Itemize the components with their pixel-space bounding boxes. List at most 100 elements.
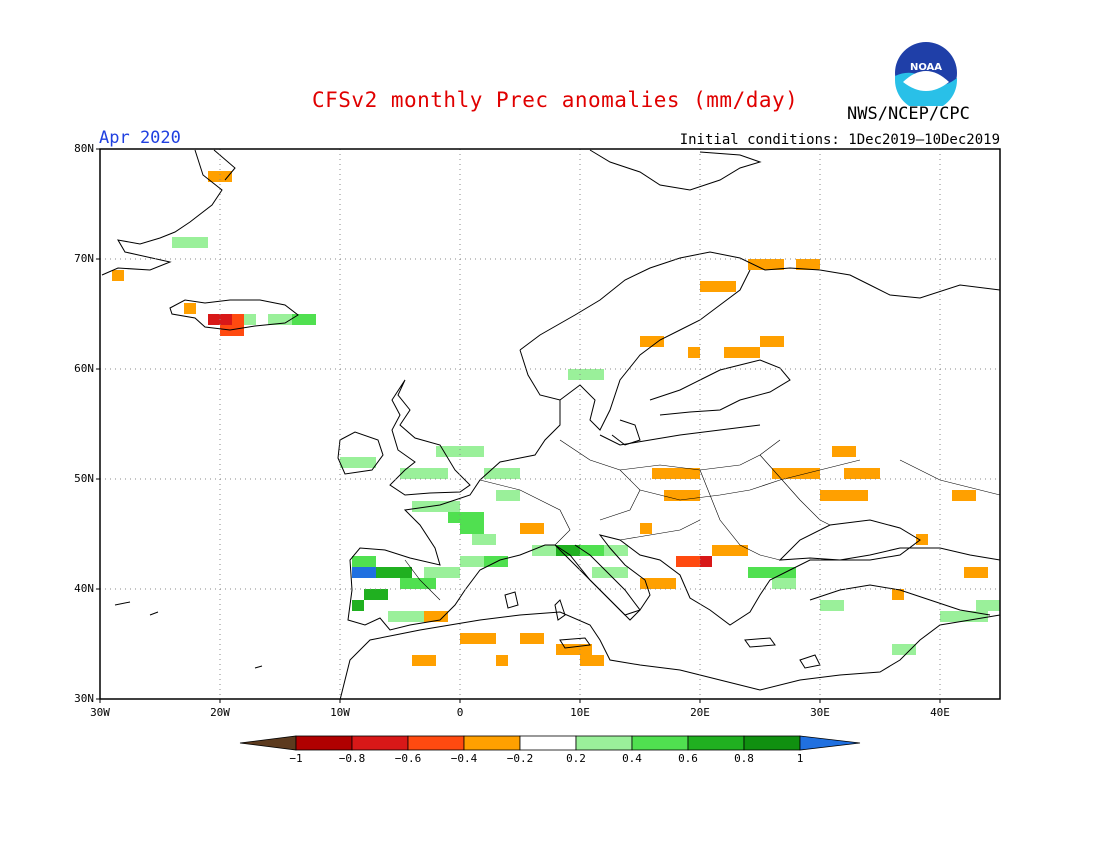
anomaly-cell xyxy=(844,490,856,501)
colorbar xyxy=(239,735,861,751)
anomaly-cell xyxy=(400,468,412,479)
anomaly-cell xyxy=(784,567,796,578)
anomaly-cell xyxy=(724,347,736,358)
anomaly-cell xyxy=(220,171,232,182)
lat-label: 50N xyxy=(74,472,94,485)
chart-title: CFSv2 monthly Prec anomalies (mm/day) xyxy=(312,88,799,112)
anomaly-cell xyxy=(952,611,964,622)
anomaly-cell xyxy=(472,446,484,457)
logo-text: NOAA xyxy=(910,62,942,73)
anomaly-cell xyxy=(580,644,592,655)
anomaly-cell xyxy=(844,468,856,479)
colorbar-segment xyxy=(295,735,353,751)
lat-label: 60N xyxy=(74,362,94,375)
anomaly-cell xyxy=(232,314,244,325)
noaa-logo: NOAA xyxy=(893,40,959,111)
anomaly-cell xyxy=(592,545,604,556)
anomaly-cell xyxy=(544,545,556,556)
anomaly-cell xyxy=(364,556,376,567)
anomaly-cell xyxy=(376,589,388,600)
anomaly-cell xyxy=(832,600,844,611)
initial-conditions: Initial conditions: 1Dec2019—10Dec2019 xyxy=(679,132,1000,148)
anomaly-cell xyxy=(556,545,568,556)
anomaly-cell xyxy=(508,468,520,479)
anomaly-cell xyxy=(952,490,964,501)
anomaly-cell xyxy=(616,545,628,556)
coastlines xyxy=(101,149,1001,701)
anomaly-cell xyxy=(496,468,508,479)
anomaly-cell xyxy=(892,644,904,655)
lat-label: 80N xyxy=(74,142,94,155)
anomaly-cell xyxy=(388,611,400,622)
anomaly-cell xyxy=(496,655,508,666)
anomaly-cell xyxy=(592,567,604,578)
anomaly-cell xyxy=(976,567,988,578)
anomaly-cell xyxy=(424,567,436,578)
anomaly-cell xyxy=(400,567,412,578)
colorbar-segment xyxy=(351,735,409,751)
anomaly-cell xyxy=(856,490,868,501)
colorbar-segment xyxy=(463,735,521,751)
anomaly-cell xyxy=(916,534,928,545)
map-frame xyxy=(99,148,1001,700)
anomaly-cell xyxy=(436,468,448,479)
anomaly-cell xyxy=(352,457,364,468)
anomaly-cell xyxy=(460,446,472,457)
anomaly-cell xyxy=(616,567,628,578)
lon-label: 10W xyxy=(330,706,350,719)
anomaly-cell xyxy=(268,314,280,325)
anomaly-cell xyxy=(448,567,460,578)
anomaly-cell xyxy=(772,259,784,270)
lon-label: 30W xyxy=(90,706,110,719)
anomaly-cell xyxy=(736,347,748,358)
lon-label: 30E xyxy=(810,706,830,719)
anomaly-cell xyxy=(892,589,904,600)
anomaly-cell xyxy=(580,545,592,556)
lat-label: 40N xyxy=(74,582,94,595)
anomaly-cell xyxy=(772,336,784,347)
anomaly-cell xyxy=(208,171,220,182)
anomaly-cell xyxy=(784,468,796,479)
anomaly-cell xyxy=(832,490,844,501)
anomaly-cell xyxy=(364,567,376,578)
colorbar-label: 0.2 xyxy=(566,752,586,765)
anomaly-cell xyxy=(412,655,424,666)
anomaly-cell xyxy=(532,545,544,556)
anomaly-cell xyxy=(424,655,436,666)
lon-label: 10E xyxy=(570,706,590,719)
anomaly-cell xyxy=(568,644,580,655)
anomaly-cell xyxy=(412,611,424,622)
anomaly-cell xyxy=(436,567,448,578)
anomaly-cell xyxy=(400,578,412,589)
anomaly-cell xyxy=(844,446,856,457)
anomaly-cell xyxy=(808,468,820,479)
anomaly-cell xyxy=(580,369,592,380)
anomaly-cell xyxy=(712,281,724,292)
anomaly-cell xyxy=(340,457,352,468)
anomaly-cell xyxy=(472,556,484,567)
anomaly-cell xyxy=(112,270,124,281)
anomaly-cell xyxy=(472,512,484,523)
anomaly-cell xyxy=(664,468,676,479)
anomaly-cell xyxy=(676,468,688,479)
anomaly-cell xyxy=(700,281,712,292)
anomaly-cell xyxy=(568,545,580,556)
anomaly-cell xyxy=(232,325,244,336)
anomaly-cell xyxy=(460,512,472,523)
anomaly-cell xyxy=(208,314,220,325)
lat-lon-grid xyxy=(100,149,1000,699)
anomaly-cell xyxy=(424,611,436,622)
anomaly-cell xyxy=(280,314,292,325)
lon-label: 20W xyxy=(210,706,230,719)
anomaly-cell xyxy=(448,512,460,523)
colorbar-segment xyxy=(631,735,689,751)
anomaly-cells xyxy=(112,171,1000,666)
agency-label: NWS/NCEP/CPC xyxy=(847,104,970,124)
anomaly-cell xyxy=(532,633,544,644)
anomaly-cell xyxy=(976,600,988,611)
anomaly-cell xyxy=(664,578,676,589)
anomaly-cell xyxy=(964,490,976,501)
anomaly-cell xyxy=(484,468,496,479)
anomaly-cell xyxy=(412,468,424,479)
forecast-month: Apr 2020 xyxy=(99,128,181,148)
